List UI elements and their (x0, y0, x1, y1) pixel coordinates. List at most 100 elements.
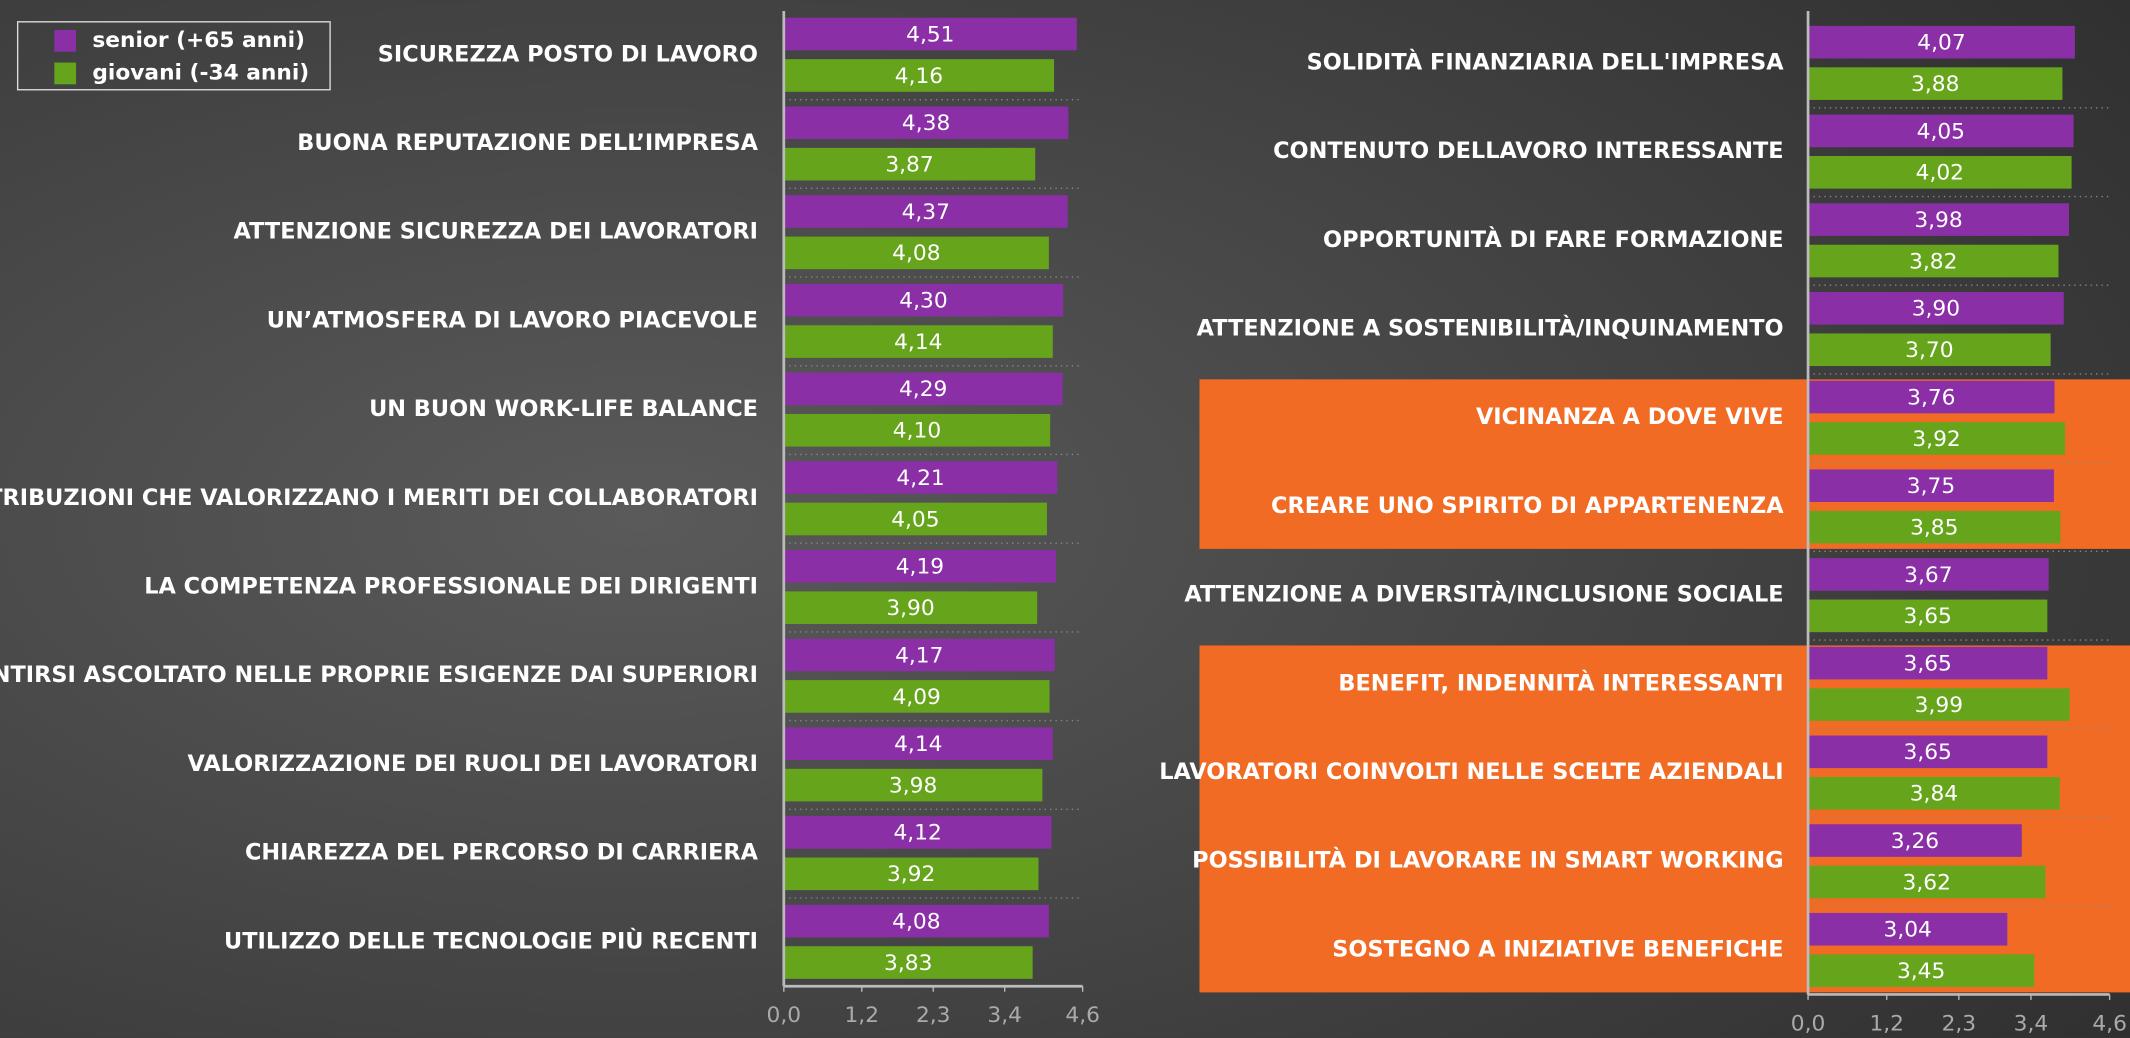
x-tick-label: 2,3 (1942, 1011, 1977, 1036)
value-label: 4,29 (899, 377, 947, 402)
bar (783, 106, 1069, 140)
bar (1808, 510, 2061, 544)
bar (1808, 599, 2048, 633)
x-tick-label: 2,3 (916, 1003, 951, 1028)
category-label: UTILIZZO DELLE TECNOLOGIE PIÙ RECENTI (224, 926, 758, 954)
category-label: CHIAREZZA DEL PERCORSO DI CARRIERA (245, 840, 759, 866)
x-tick-label: 1,2 (1869, 1011, 1904, 1036)
value-label: 3,98 (889, 773, 937, 798)
x-tick-label: 3,4 (2014, 1011, 2049, 1036)
value-label: 3,62 (1903, 870, 1951, 895)
category-label: SICUREZZA POSTO DI LAVORO (378, 41, 758, 67)
bar (1808, 646, 2048, 680)
category-label: LAVORATORI COINVOLTI NELLE SCELTE AZIEND… (1159, 759, 1783, 785)
value-label: 4,30 (899, 289, 947, 314)
value-label: 3,92 (887, 862, 935, 887)
value-label: 3,76 (1907, 385, 1955, 410)
category-label: SOSTEGNO A INIZIATIVE BENEFICHE (1332, 936, 1783, 962)
bar (783, 946, 1033, 979)
category-label: UN’ATMOSFERA DI LAVORO PIACEVOLE (267, 307, 758, 333)
bar (783, 236, 1049, 270)
bar (1808, 244, 2059, 278)
category-label: ATTENZIONE A DIVERSITÀ/INCLUSIONE SOCIAL… (1184, 580, 1783, 608)
bar (783, 549, 1057, 583)
value-label: 4,19 (896, 555, 944, 580)
bar (1808, 865, 2046, 899)
category-label: OPPORTUNITÀ DI FARE FORMAZIONE (1323, 225, 1784, 253)
value-label: 4,12 (893, 821, 941, 846)
category-label: CONTENUTO DELLAVORO INTERESSANTE (1273, 138, 1783, 164)
value-label: 4,51 (906, 22, 954, 47)
value-label: 4,08 (892, 909, 940, 934)
value-label: 3,75 (1907, 474, 1955, 499)
value-label: 3,85 (1910, 516, 1958, 541)
category-label: CREARE UNO SPIRITO DI APPARTENENZA (1271, 493, 1784, 519)
bar (783, 147, 1036, 181)
category-label: VALORIZZAZIONE DEI RUOLI DEI LAVORATORI (188, 751, 758, 777)
x-tick-label: 1,2 (844, 1003, 879, 1028)
x-tick-label: 4,6 (2092, 1011, 2127, 1036)
bar (1808, 776, 2060, 810)
category-label: POSSIBILITÀ DI LAVORARE IN SMART WORKING (1192, 846, 1783, 874)
bar (1808, 558, 2049, 591)
bar (1808, 333, 2051, 367)
value-label: 4,16 (895, 64, 943, 89)
bar (783, 638, 1055, 672)
category-label: BENEFIT, INDENNITÀ INTERESSANTI (1338, 668, 1783, 696)
bar (1808, 25, 2075, 59)
x-tick-label: 3,4 (987, 1003, 1022, 1028)
value-label: 4,08 (892, 241, 940, 266)
value-label: 3,65 (1904, 604, 1952, 629)
bar (783, 816, 1052, 849)
bar (1808, 912, 2008, 946)
category-label: UN BUON WORK-LIFE BALANCE (369, 396, 758, 422)
legend-label: giovani (-34 anni) (92, 60, 309, 85)
value-label: 3,98 (1914, 208, 1962, 233)
value-label: 3,82 (1909, 249, 1957, 274)
value-label: 3,90 (886, 596, 934, 621)
category-label: SENTIRSI ASCOLTATO NELLE PROPRIE ESIGENZ… (0, 662, 758, 688)
value-label: 4,17 (895, 643, 943, 668)
bar (783, 59, 1055, 92)
value-label: 4,21 (896, 466, 944, 491)
value-label: 3,04 (1884, 918, 1932, 943)
value-label: 3,88 (1911, 72, 1959, 97)
bar (783, 17, 1077, 51)
bar (1808, 824, 2022, 857)
bar (783, 857, 1039, 891)
value-label: 3,99 (1915, 693, 1963, 718)
bar (1808, 954, 2035, 987)
legend-label: senior (+65 anni) (92, 28, 305, 53)
value-label: 4,05 (1917, 119, 1965, 144)
bar (783, 325, 1053, 358)
value-label: 3,92 (1912, 427, 1960, 452)
category-label: SOLIDITÀ FINANZIARIA DELL'IMPRESA (1307, 47, 1785, 75)
x-tick-label: 0,0 (1791, 1011, 1826, 1036)
value-label: 3,45 (1897, 959, 1945, 984)
bar (1808, 422, 2066, 455)
bar (783, 461, 1058, 494)
value-label: 4,02 (1916, 161, 1964, 186)
bar (1808, 688, 2070, 721)
bar (783, 502, 1047, 536)
category-label: LA COMPETENZA PROFESSIONALE DEI DIRIGENT… (144, 573, 758, 599)
bar (783, 727, 1053, 760)
value-label: 3,65 (1904, 740, 1952, 765)
bar (1808, 292, 2064, 325)
x-tick-label: 0,0 (767, 1003, 802, 1028)
bar (1808, 114, 2074, 148)
bar (783, 591, 1038, 625)
category-label: BUONA REPUTAZIONE DELL’IMPRESA (297, 130, 758, 156)
bar (783, 283, 1064, 317)
bar (783, 372, 1063, 406)
legend-swatch (54, 29, 77, 52)
bar (783, 413, 1051, 447)
legend-swatch (54, 62, 77, 85)
value-label: 4,14 (894, 732, 942, 757)
bar (1808, 203, 2069, 236)
bar (1808, 469, 2054, 503)
bar (783, 768, 1043, 802)
value-label: 3,83 (884, 951, 932, 976)
